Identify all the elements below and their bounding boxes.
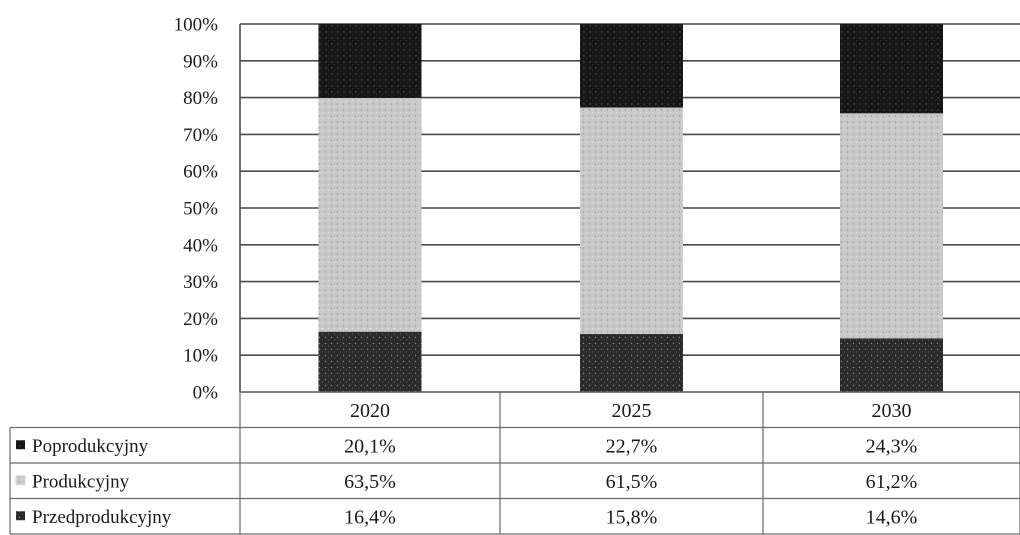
data-table: 2020 2025 2030 Poprodukcyjny 20,1% 22,7% 24,3%… — [9, 391, 1020, 535]
data-label: 20,1% — [344, 435, 396, 457]
y-tick-label: 0% — [193, 383, 219, 404]
y-axis-ticks: 0% 10% 20% 30% 40% 50% 60% 70% 80% 90% 100% — [174, 15, 219, 404]
data-label: 61,2% — [866, 471, 918, 493]
y-tick-label: 50% — [183, 199, 218, 220]
data-label: 16,4% — [344, 506, 396, 528]
y-tick-label: 60% — [183, 162, 218, 183]
x-category-label: 2025 — [612, 400, 652, 422]
y-tick-label: 70% — [183, 125, 218, 146]
bar-segment-poprodukcyjny-2030 — [840, 24, 943, 114]
y-tick-label: 30% — [183, 272, 218, 293]
data-label: 15,8% — [606, 506, 658, 528]
y-tick-label: 40% — [183, 235, 218, 256]
bar-segment-przedprodukcyjny-2020 — [318, 331, 422, 392]
data-label: 24,3% — [866, 435, 918, 457]
x-category-label: 2030 — [872, 400, 912, 422]
legend-label: Poprodukcyjny — [32, 436, 149, 457]
data-label: 63,5% — [344, 471, 396, 493]
y-tick-label: 80% — [183, 88, 218, 109]
data-label: 14,6% — [866, 506, 918, 528]
legend-key-przedprodukcyjny — [16, 511, 25, 521]
data-label: 22,7% — [606, 435, 658, 457]
y-tick-label: 90% — [183, 51, 218, 72]
bar-segment-poprodukcyjny-2025 — [580, 24, 683, 108]
y-tick-label: 100% — [174, 15, 219, 36]
y-tick-label: 20% — [183, 309, 218, 330]
y-tick-label: 10% — [183, 346, 218, 367]
bar-segment-produkcyjny-2020 — [318, 97, 422, 332]
legend-key-produkcyjny — [15, 475, 26, 486]
legend-key-poprodukcyjny — [16, 440, 25, 450]
data-label: 61,5% — [606, 471, 658, 493]
bar-segment-produkcyjny-2030 — [840, 113, 943, 339]
bar-segment-przedprodukcyjny-2030 — [840, 338, 943, 392]
bar-segment-przedprodukcyjny-2025 — [580, 333, 683, 392]
bar-segment-poprodukcyjny-2020 — [318, 24, 422, 98]
bar-segment-produkcyjny-2025 — [580, 107, 683, 334]
bars — [318, 24, 943, 392]
legend-label: Przedprodukcyjny — [32, 507, 172, 528]
legend-label: Produkcyjny — [32, 471, 130, 492]
x-category-label: 2020 — [350, 400, 390, 422]
